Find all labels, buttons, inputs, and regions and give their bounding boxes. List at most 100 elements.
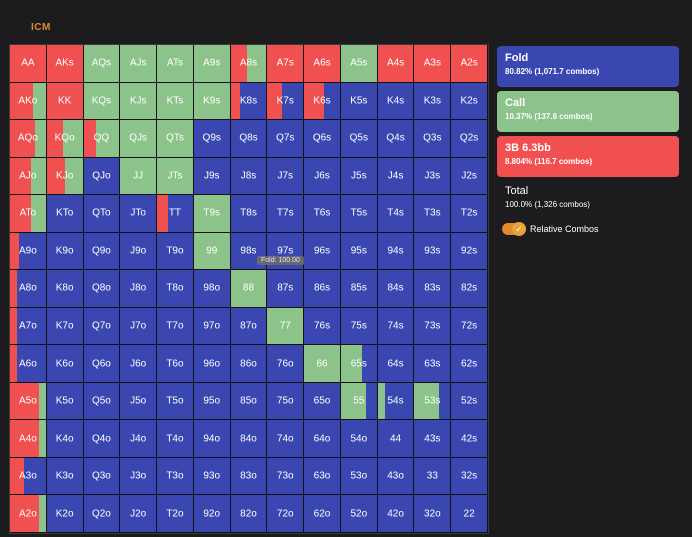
hand-cell-T2s[interactable]: T2s	[451, 195, 488, 233]
hand-cell-KJo[interactable]: KJo	[46, 157, 84, 196]
hand-cell-AJs[interactable]: AJs	[120, 45, 158, 83]
hand-cell-86o[interactable]: 86o	[230, 345, 268, 383]
hand-cell-K2o[interactable]: K2o	[46, 495, 84, 533]
hand-cell-AQo[interactable]: AQo	[10, 120, 47, 158]
hand-cell-T7o[interactable]: T7o	[157, 307, 194, 346]
hand-cell-K5s[interactable]: K5s	[340, 82, 378, 121]
hand-cell-A5s[interactable]: A5s	[340, 45, 378, 83]
hand-cell-53o[interactable]: 53o	[340, 457, 378, 496]
hand-cell-KQs[interactable]: KQs	[83, 82, 121, 121]
hand-cell-42o[interactable]: 42o	[377, 495, 415, 533]
hand-cell-T4o[interactable]: T4o	[157, 420, 194, 458]
hand-cell-TT[interactable]: TT	[157, 195, 194, 233]
hand-cell-53s[interactable]: 53s	[414, 382, 452, 421]
hand-cell-64s[interactable]: 64s	[377, 345, 415, 383]
hand-cell-A6s[interactable]: A6s	[304, 45, 341, 83]
hand-cell-62o[interactable]: 62o	[304, 495, 341, 533]
hand-cell-98o[interactable]: 98o	[193, 270, 231, 308]
hand-cell-97o[interactable]: 97o	[193, 307, 231, 346]
hand-cell-K6s[interactable]: K6s	[304, 82, 341, 121]
hand-cell-75o[interactable]: 75o	[267, 382, 305, 421]
hand-cell-62s[interactable]: 62s	[451, 345, 488, 383]
hand-cell-A7o[interactable]: A7o	[10, 307, 47, 346]
hand-cell-77[interactable]: 77	[267, 307, 305, 346]
hand-cell-K6o[interactable]: K6o	[46, 345, 84, 383]
hand-cell-Q5o[interactable]: Q5o	[83, 382, 121, 421]
hand-cell-52o[interactable]: 52o	[340, 495, 378, 533]
hand-cell-83s[interactable]: 83s	[414, 270, 452, 308]
hand-cell-74s[interactable]: 74s	[377, 307, 415, 346]
hand-cell-76s[interactable]: 76s	[304, 307, 341, 346]
hand-cell-95s[interactable]: 95s	[340, 232, 378, 271]
hand-cell-64o[interactable]: 64o	[304, 420, 341, 458]
hand-cell-JTs[interactable]: JTs	[157, 157, 194, 196]
hand-cell-52s[interactable]: 52s	[451, 382, 488, 421]
hand-cell-A9o[interactable]: A9o	[10, 232, 47, 271]
hand-cell-84s[interactable]: 84s	[377, 270, 415, 308]
hand-cell-Q2o[interactable]: Q2o	[83, 495, 121, 533]
call-legend[interactable]: Call 10.37% (137.6 combos)	[497, 91, 679, 132]
hand-cell-A5o[interactable]: A5o	[10, 382, 47, 421]
hand-cell-63s[interactable]: 63s	[414, 345, 452, 383]
hand-cell-J5s[interactable]: J5s	[340, 157, 378, 196]
hand-cell-T3s[interactable]: T3s	[414, 195, 452, 233]
hand-cell-JTo[interactable]: JTo	[120, 195, 158, 233]
hand-cell-Q6o[interactable]: Q6o	[83, 345, 121, 383]
hand-cell-83o[interactable]: 83o	[230, 457, 268, 496]
hand-cell-ATs[interactable]: ATs	[157, 45, 194, 83]
hand-cell-Q9s[interactable]: Q9s	[193, 120, 231, 158]
hand-cell-K8o[interactable]: K8o	[46, 270, 84, 308]
hand-cell-J6s[interactable]: J6s	[304, 157, 341, 196]
hand-cell-75s[interactable]: 75s	[340, 307, 378, 346]
hand-cell-K3s[interactable]: K3s	[414, 82, 452, 121]
hand-cell-22[interactable]: 22	[451, 495, 488, 533]
hand-cell-93o[interactable]: 93o	[193, 457, 231, 496]
hand-cell-K5o[interactable]: K5o	[46, 382, 84, 421]
hand-cell-92s[interactable]: 92s	[451, 232, 488, 271]
hand-cell-99[interactable]: 99	[193, 232, 231, 271]
hand-cell-Q7s[interactable]: Q7s	[267, 120, 305, 158]
hand-cell-T7s[interactable]: T7s	[267, 195, 305, 233]
hand-cell-33[interactable]: 33	[414, 457, 452, 496]
hand-cell-96o[interactable]: 96o	[193, 345, 231, 383]
hand-cell-J9s[interactable]: J9s	[193, 157, 231, 196]
fold-legend[interactable]: Fold 80.82% (1,071.7 combos)	[497, 46, 679, 87]
hand-cell-KK[interactable]: KK	[46, 82, 84, 121]
hand-cell-Q5s[interactable]: Q5s	[340, 120, 378, 158]
hand-cell-82o[interactable]: 82o	[230, 495, 268, 533]
hand-cell-43o[interactable]: 43o	[377, 457, 415, 496]
hand-cell-A8s[interactable]: A8s	[230, 45, 268, 83]
hand-cell-94o[interactable]: 94o	[193, 420, 231, 458]
hand-cell-JJ[interactable]: JJ	[120, 157, 158, 196]
hand-cell-J4o[interactable]: J4o	[120, 420, 158, 458]
hand-cell-A2o[interactable]: A2o	[10, 495, 47, 533]
hand-cell-86s[interactable]: 86s	[304, 270, 341, 308]
hand-cell-94s[interactable]: 94s	[377, 232, 415, 271]
hand-cell-93s[interactable]: 93s	[414, 232, 452, 271]
hand-cell-A3o[interactable]: A3o	[10, 457, 47, 496]
hand-cell-Q4s[interactable]: Q4s	[377, 120, 415, 158]
hand-cell-T6s[interactable]: T6s	[304, 195, 341, 233]
hand-cell-T9s[interactable]: T9s	[193, 195, 231, 233]
hand-cell-J8o[interactable]: J8o	[120, 270, 158, 308]
hand-cell-A4o[interactable]: A4o	[10, 420, 47, 458]
hand-cell-T8s[interactable]: T8s	[230, 195, 268, 233]
hand-cell-73s[interactable]: 73s	[414, 307, 452, 346]
hand-cell-K9s[interactable]: K9s	[193, 82, 231, 121]
hand-cell-J3o[interactable]: J3o	[120, 457, 158, 496]
hand-cell-AKs[interactable]: AKs	[46, 45, 84, 83]
hand-cell-K8s[interactable]: K8s	[230, 82, 268, 121]
hand-cell-QQ[interactable]: QQ	[83, 120, 121, 158]
hand-cell-84o[interactable]: 84o	[230, 420, 268, 458]
hand-cell-A4s[interactable]: A4s	[377, 45, 415, 83]
hand-cell-A9s[interactable]: A9s	[193, 45, 231, 83]
hand-cell-42s[interactable]: 42s	[451, 420, 488, 458]
hand-cell-K7s[interactable]: K7s	[267, 82, 305, 121]
hand-cell-65o[interactable]: 65o	[304, 382, 341, 421]
hand-cell-66[interactable]: 66	[304, 345, 341, 383]
hand-cell-92o[interactable]: 92o	[193, 495, 231, 533]
hand-cell-76o[interactable]: 76o	[267, 345, 305, 383]
hand-cell-QTo[interactable]: QTo	[83, 195, 121, 233]
hand-cell-A2s[interactable]: A2s	[451, 45, 488, 83]
hand-cell-J2s[interactable]: J2s	[451, 157, 488, 196]
